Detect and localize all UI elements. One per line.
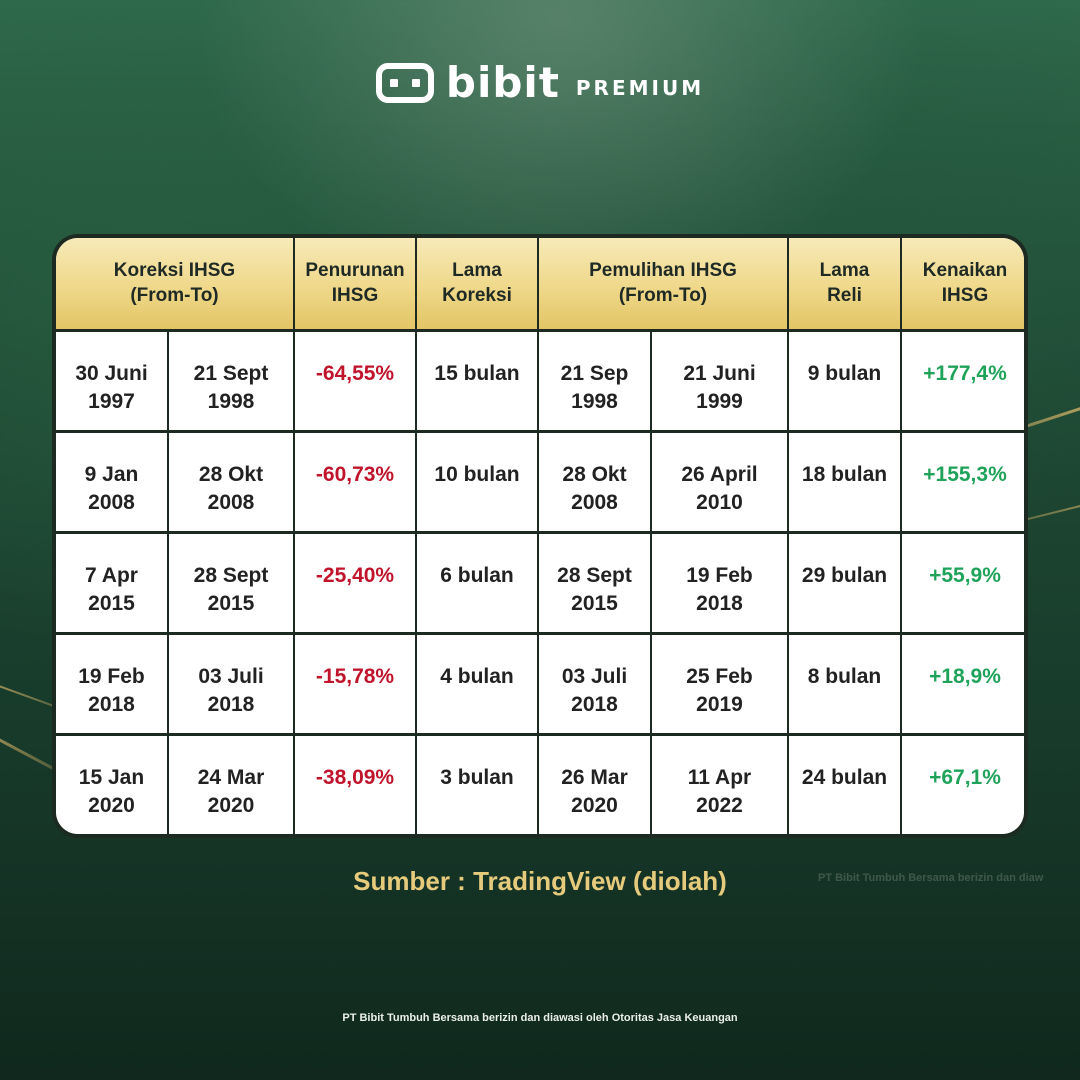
gain-percent: +55,9% — [901, 530, 1024, 633]
correction-from: 15 Jan 2020 — [56, 732, 169, 834]
correction-to: 28 Okt 2008 — [168, 429, 295, 532]
faded-watermark-text: PT Bibit Tumbuh Bersama berizin dan diaw — [818, 872, 1044, 884]
correction-to: 28 Sept 2015 — [168, 530, 295, 633]
brand-tier: PREMIUM — [575, 76, 705, 100]
recovery-to: 21 Juni 1999 — [651, 328, 789, 431]
table-row: 15 Jan 2020 24 Mar 2020 -38,09% 3 bulan … — [56, 732, 1024, 834]
recovery-from: 28 Okt 2008 — [538, 429, 652, 532]
correction-from: 19 Feb 2018 — [56, 631, 169, 734]
gain-percent: +18,9% — [901, 631, 1024, 734]
correction-to: 24 Mar 2020 — [168, 732, 295, 834]
correction-duration: 15 bulan — [416, 328, 539, 431]
recovery-from: 28 Sept 2015 — [538, 530, 652, 633]
correction-from: 7 Apr 2015 — [56, 530, 169, 633]
ihsg-correction-recovery-table: Koreksi IHSG (From-To) Penurunan IHSG La… — [56, 238, 1024, 834]
rally-duration: 24 bulan — [788, 732, 902, 834]
recovery-from: 21 Sep 1998 — [538, 328, 652, 431]
header-lama-reli: Lama Reli — [788, 238, 902, 330]
table-row: 7 Apr 2015 28 Sept 2015 -25,40% 6 bulan … — [56, 530, 1024, 633]
table-header-row: Koreksi IHSG (From-To) Penurunan IHSG La… — [56, 238, 1024, 330]
header-penurunan: Penurunan IHSG — [294, 238, 417, 330]
header-kenaikan: Kenaikan IHSG — [901, 238, 1024, 330]
rally-duration: 18 bulan — [788, 429, 902, 532]
recovery-to: 11 Apr 2022 — [651, 732, 789, 834]
drop-percent: -64,55% — [294, 328, 417, 431]
bibit-logo-icon — [375, 63, 434, 103]
header-koreksi: Koreksi IHSG (From-To) — [56, 238, 295, 330]
recovery-from: 26 Mar 2020 — [538, 732, 652, 834]
correction-duration: 4 bulan — [416, 631, 539, 734]
ihsg-table-card: Koreksi IHSG (From-To) Penurunan IHSG La… — [52, 234, 1028, 838]
correction-duration: 3 bulan — [416, 732, 539, 834]
regulatory-footer: PT Bibit Tumbuh Bersama berizin dan diaw… — [342, 1012, 738, 1024]
drop-percent: -38,09% — [294, 732, 417, 834]
recovery-to: 19 Feb 2018 — [651, 530, 789, 633]
drop-percent: -15,78% — [294, 631, 417, 734]
rally-duration: 9 bulan — [788, 328, 902, 431]
gain-percent: +155,3% — [901, 429, 1024, 532]
correction-to: 03 Juli 2018 — [168, 631, 295, 734]
correction-from: 30 Juni 1997 — [56, 328, 169, 431]
table-row: 9 Jan 2008 28 Okt 2008 -60,73% 10 bulan … — [56, 429, 1024, 532]
gain-percent: +67,1% — [901, 732, 1024, 834]
correction-duration: 6 bulan — [416, 530, 539, 633]
drop-percent: -25,40% — [294, 530, 417, 633]
gain-percent: +177,4% — [901, 328, 1024, 431]
header-pemulihan: Pemulihan IHSG (From-To) — [538, 238, 789, 330]
table-row: 30 Juni 1997 21 Sept 1998 -64,55% 15 bul… — [56, 328, 1024, 431]
drop-percent: -60,73% — [294, 429, 417, 532]
recovery-to: 25 Feb 2019 — [651, 631, 789, 734]
correction-to: 21 Sept 1998 — [168, 328, 295, 431]
brand-name: bibit — [445, 58, 560, 107]
rally-duration: 29 bulan — [788, 530, 902, 633]
correction-duration: 10 bulan — [416, 429, 539, 532]
table-row: 19 Feb 2018 03 Juli 2018 -15,78% 4 bulan… — [56, 631, 1024, 734]
recovery-to: 26 April 2010 — [651, 429, 789, 532]
recovery-from: 03 Juli 2018 — [538, 631, 652, 734]
brand-logo: bibit PREMIUM — [0, 62, 1080, 104]
header-lama-koreksi: Lama Koreksi — [416, 238, 539, 330]
rally-duration: 8 bulan — [788, 631, 902, 734]
correction-from: 9 Jan 2008 — [56, 429, 169, 532]
source-caption: Sumber : TradingView (diolah) — [353, 866, 727, 896]
